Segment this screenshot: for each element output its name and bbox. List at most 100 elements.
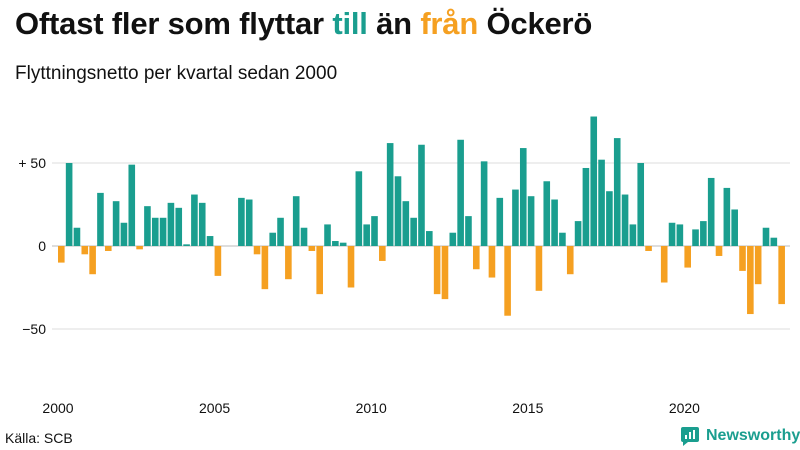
- bar: [480, 161, 488, 246]
- x-tick-label: 2010: [356, 400, 387, 416]
- bar: [606, 191, 613, 246]
- bar: [551, 199, 558, 246]
- bar: [347, 246, 355, 288]
- bar: [543, 181, 551, 246]
- newsworthy-logo-icon: [681, 427, 699, 446]
- bar: [762, 227, 770, 246]
- bar: [363, 224, 370, 246]
- bar: [582, 167, 590, 246]
- bar: [300, 227, 308, 246]
- bar: [371, 216, 378, 246]
- title-part-1: Oftast fler som flyttar: [15, 6, 333, 41]
- bar: [175, 207, 183, 246]
- bar: [65, 163, 73, 246]
- bar: [402, 201, 410, 246]
- bar: [723, 187, 731, 246]
- bar: [731, 209, 738, 246]
- bar: [261, 246, 269, 290]
- bar: [324, 224, 331, 246]
- axis-labels: + 50 0 −50 2000 2005 2010 2015 2020: [18, 155, 700, 416]
- x-tick-label: 2015: [512, 400, 543, 416]
- bar: [465, 216, 472, 246]
- bar: [676, 224, 684, 246]
- chart-subtitle: Flyttningsnetto per kvartal sedan 2000: [15, 63, 338, 84]
- bar: [198, 202, 206, 246]
- bar: [707, 177, 715, 246]
- bar: [136, 246, 143, 250]
- bar: [386, 143, 394, 246]
- bar: [339, 242, 347, 246]
- bar: [527, 196, 535, 246]
- bar: [739, 246, 746, 271]
- bar: [277, 217, 284, 246]
- bar: [472, 246, 480, 270]
- bar: [660, 246, 668, 283]
- y-tick-label: 0: [38, 238, 46, 254]
- bar: [104, 246, 112, 251]
- bar: [292, 196, 300, 246]
- brand-logo[interactable]: Newsworthy: [680, 426, 800, 446]
- bar: [308, 246, 316, 251]
- bar: [355, 171, 363, 246]
- bar: [574, 221, 582, 246]
- bar: [629, 224, 637, 246]
- bar: [120, 222, 128, 246]
- bar: [566, 246, 574, 275]
- brand-name: Newsworthy: [706, 427, 800, 444]
- bar: [747, 246, 754, 315]
- bar: [89, 246, 96, 275]
- x-tick-label: 2020: [669, 400, 700, 416]
- bar: [770, 237, 778, 246]
- bar: [496, 197, 504, 246]
- bar: [535, 246, 543, 291]
- title-part-3: Öckerö: [478, 6, 593, 41]
- bar: [191, 194, 198, 246]
- x-tick-label: 2005: [199, 400, 230, 416]
- bar: [598, 159, 605, 246]
- chart-title: Oftast fler som flyttar till än från Öck…: [15, 6, 592, 42]
- bar: [332, 241, 339, 246]
- bar: [159, 217, 167, 246]
- bar: [426, 231, 433, 246]
- bar: [449, 232, 457, 246]
- bar: [206, 236, 214, 246]
- bar: [519, 148, 527, 246]
- bar: [418, 144, 425, 246]
- bar: [269, 232, 277, 246]
- bar: [97, 192, 104, 246]
- bar: [245, 199, 253, 246]
- y-tick-label: −50: [22, 321, 46, 337]
- title-till: till: [332, 6, 368, 41]
- bar: [394, 176, 402, 246]
- bars: [58, 116, 785, 316]
- bar: [590, 116, 598, 247]
- bar: [504, 246, 511, 316]
- bar: [253, 246, 261, 255]
- bar: [214, 246, 222, 276]
- bar: [645, 246, 652, 251]
- bar: [441, 246, 449, 300]
- bar: [684, 246, 691, 268]
- title-part-2: än: [367, 6, 421, 41]
- bar: [410, 217, 417, 246]
- bar: [692, 229, 699, 246]
- bar: [238, 197, 245, 246]
- bar: [457, 139, 464, 246]
- bar: [754, 246, 762, 285]
- y-tick-label: + 50: [18, 155, 46, 171]
- bar: [285, 246, 292, 280]
- bar: [700, 221, 707, 246]
- source-note: Källa: SCB: [5, 430, 73, 446]
- bar: [167, 202, 175, 246]
- bar: [715, 246, 723, 256]
- bar: [559, 232, 566, 246]
- bar: [81, 246, 89, 255]
- bar: [379, 246, 386, 261]
- bar: [488, 246, 496, 278]
- bar: [112, 201, 120, 246]
- bar: [512, 189, 519, 246]
- bar: [433, 246, 441, 295]
- title-fran: från: [420, 6, 479, 41]
- bar: [151, 217, 159, 246]
- bar: [613, 138, 621, 246]
